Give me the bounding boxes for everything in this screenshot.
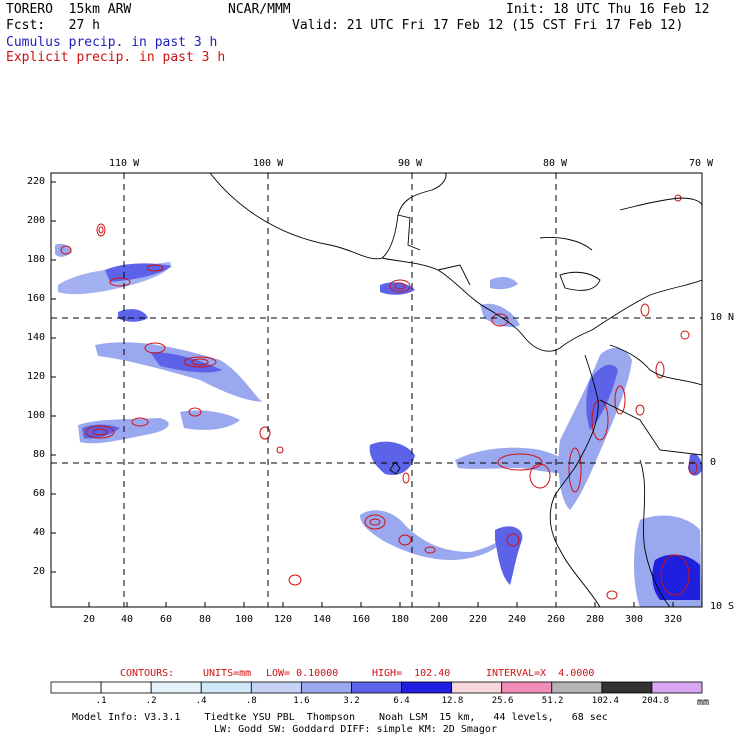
colorbar-label: 51.2 [541,696,564,706]
colorbar-cell [250,681,302,694]
colorbar-label: .2 [145,696,157,706]
y-tick-200: 200 [27,215,46,226]
colorbar-cell [551,681,603,694]
y-tick-20: 20 [33,566,46,577]
lat-label-10n: 10 N [710,312,735,323]
colorbar-label: .1 [95,696,107,706]
x-tick-100: 100 [235,614,254,625]
colorbar-cell [501,681,553,694]
lon-label-100w: 100 W [253,158,284,169]
cumulus-precip-areas [55,243,702,607]
x-tick-180: 180 [391,614,410,625]
colorbar-cell [200,681,252,694]
colorbar-unit: mm [697,697,710,708]
x-tick-140: 140 [313,614,332,625]
colorbar-label: 25.6 [491,696,514,706]
valid-time: Valid: 21 UTC Fri 17 Feb 12 (15 CST Fri … [292,18,684,33]
x-tick-220: 220 [469,614,488,625]
init-time: Init: 18 UTC Thu 16 Feb 12 [506,2,710,17]
forecast-hour: Fcst: 27 h [6,18,100,33]
y-tick-100: 100 [27,410,46,421]
y-tick-40: 40 [33,527,46,538]
lat-label-10s: 10 S [710,601,735,612]
map-frame [50,172,703,608]
x-tick-320: 320 [664,614,683,625]
colorbar-label: 12.8 [441,696,464,706]
colorbar-cell [300,681,352,694]
colorbar-cell [651,681,703,694]
x-tick-40: 40 [121,614,134,625]
colorbar-cell [601,681,653,694]
lon-label-80w: 80 W [543,158,568,169]
x-tick-260: 260 [547,614,566,625]
legend-explicit: Explicit precip. in past 3 h [6,50,226,65]
x-tick-60: 60 [160,614,173,625]
lon-label-70w: 70 W [689,158,714,169]
model-title: TORERO 15km ARW [6,2,132,17]
contour-high: HIGH= 102.40 [372,668,451,679]
model-info: Model Info: V3.3.1 Tiedtke YSU PBL Thomp… [72,712,608,723]
colorbar-cell [401,681,453,694]
coastlines [209,173,702,607]
x-tick-80: 80 [199,614,212,625]
colorbar-label: 204.8 [641,696,669,706]
x-tick-240: 240 [508,614,527,625]
graticule [51,173,702,607]
lon-label-110w: 110 W [109,158,140,169]
x-tick-280: 280 [586,614,605,625]
x-tick-300: 300 [625,614,644,625]
colorbar-label: .4 [195,696,207,706]
legend-cumulus: Cumulus precip. in past 3 h [6,35,218,50]
colorbar-label: 6.4 [393,696,410,706]
colorbar [50,681,703,694]
colorbar-cell [50,681,102,694]
colorbar-cell [451,681,503,694]
x-tick-160: 160 [352,614,371,625]
x-tick-20: 20 [83,614,96,625]
model-physics: LW: Godd SW: Goddard DIFF: simple KM: 2D… [214,724,497,735]
colorbar-label: 102.4 [591,696,619,706]
contour-label: CONTOURS: [120,668,175,679]
colorbar-label: 1.6 [293,696,310,706]
colorbar-label: .8 [245,696,257,706]
y-tick-80: 80 [33,449,46,460]
colorbar-cell [351,681,402,694]
contour-low: LOW= 0.10000 [266,668,339,679]
lat-label-0: 0 [710,457,717,468]
y-tick-160: 160 [27,293,46,304]
axis-ticks [51,181,674,607]
x-tick-120: 120 [274,614,293,625]
y-tick-220: 220 [27,176,46,187]
lon-label-90w: 90 W [398,158,423,169]
x-tick-200: 200 [430,614,449,625]
y-tick-180: 180 [27,254,46,265]
colorbar-cell [150,681,202,694]
colorbar-label: 3.2 [343,696,360,706]
org-label: NCAR/MMM [228,2,291,17]
y-tick-140: 140 [27,332,46,343]
y-tick-120: 120 [27,371,46,382]
map-field [55,173,702,607]
contour-units: UNITS=mm [203,668,252,679]
y-tick-60: 60 [33,488,46,499]
colorbar-cell [100,681,152,694]
contour-interval: INTERVAL=X 4.0000 [486,668,595,679]
